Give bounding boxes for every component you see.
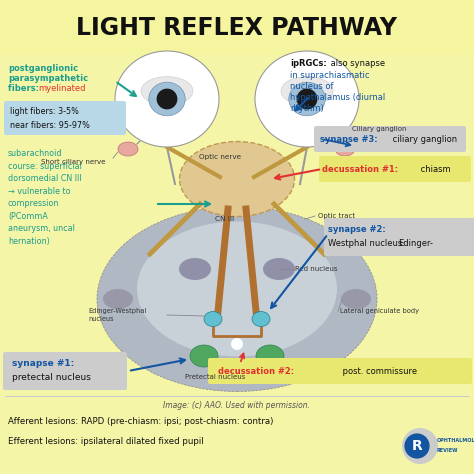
Text: hypothalamus (diurnal: hypothalamus (diurnal (290, 93, 385, 102)
Text: Image: (c) AAO. Used with permission.: Image: (c) AAO. Used with permission. (164, 401, 310, 410)
Text: Lateral geniculate body: Lateral geniculate body (340, 308, 419, 314)
Text: LIGHT REFLEX PATHWAY: LIGHT REFLEX PATHWAY (76, 16, 398, 40)
Ellipse shape (289, 82, 325, 116)
Bar (0, 0, 474, 55)
Ellipse shape (255, 51, 359, 147)
FancyBboxPatch shape (324, 218, 474, 256)
Text: postganglionic: postganglionic (8, 64, 78, 73)
Text: Efferent lesions: ipsilateral dilated fixed pupil: Efferent lesions: ipsilateral dilated fi… (8, 437, 204, 446)
Text: nucleus of: nucleus of (290, 82, 334, 91)
Ellipse shape (335, 142, 355, 156)
Text: decussation #1:: decussation #1: (322, 164, 398, 173)
Ellipse shape (341, 289, 371, 309)
Text: in suprachiasmatic: in suprachiasmatic (290, 71, 370, 80)
Text: R: R (411, 439, 422, 453)
Text: Afferent lesions: RAPD (pre-chiasm: ipsi; post-chiasm: contra): Afferent lesions: RAPD (pre-chiasm: ipsi… (8, 418, 273, 427)
FancyBboxPatch shape (4, 101, 126, 135)
FancyBboxPatch shape (314, 126, 466, 152)
Ellipse shape (141, 77, 193, 105)
Ellipse shape (137, 221, 337, 356)
Text: post. commissure: post. commissure (340, 366, 417, 375)
Text: Edinger-Westphal: Edinger-Westphal (88, 308, 146, 314)
Text: subarachnoid
course: superficial
dorsomedial CN III
→ vulnerable to
compression
: subarachnoid course: superficial dorsome… (8, 149, 82, 246)
Ellipse shape (263, 258, 295, 280)
Text: synapse #1:: synapse #1: (12, 358, 74, 367)
Ellipse shape (281, 77, 333, 105)
Ellipse shape (204, 311, 222, 327)
Text: chiasm: chiasm (418, 164, 451, 173)
Text: fibers:: fibers: (8, 84, 42, 93)
Ellipse shape (115, 51, 219, 147)
Ellipse shape (149, 82, 185, 116)
Text: OPHTHALMOLOGY: OPHTHALMOLOGY (437, 438, 474, 443)
Text: near fibers: 95-97%: near fibers: 95-97% (10, 120, 90, 129)
Ellipse shape (180, 142, 294, 217)
Text: ciliary ganglion: ciliary ganglion (390, 135, 457, 144)
Circle shape (231, 338, 243, 350)
Text: Optic nerve: Optic nerve (199, 154, 241, 160)
Circle shape (297, 89, 318, 109)
FancyBboxPatch shape (3, 352, 127, 390)
Text: Short ciliary nerve: Short ciliary nerve (41, 159, 105, 165)
Text: parasympathetic: parasympathetic (8, 74, 88, 83)
Ellipse shape (190, 345, 218, 367)
Text: also synapse: also synapse (328, 59, 385, 68)
Ellipse shape (256, 345, 284, 367)
Text: decussation #2:: decussation #2: (218, 366, 294, 375)
Text: Westphal nucleus: Westphal nucleus (328, 238, 402, 247)
Circle shape (156, 89, 177, 109)
Text: rhythm): rhythm) (290, 104, 324, 113)
Text: Ciliary ganglion: Ciliary ganglion (352, 126, 407, 132)
Text: synapse #3:: synapse #3: (320, 135, 378, 144)
Text: light fibers: 3-5%: light fibers: 3-5% (10, 107, 79, 116)
Ellipse shape (118, 142, 138, 156)
Text: nucleus: nucleus (88, 316, 114, 322)
Text: Optic tract: Optic tract (318, 213, 355, 219)
Text: myelinated: myelinated (38, 84, 85, 93)
Circle shape (404, 433, 429, 459)
Text: pretectal nucleus: pretectal nucleus (12, 373, 91, 382)
Text: synapse #2:: synapse #2: (328, 225, 386, 234)
Text: CN III: CN III (215, 216, 234, 222)
Circle shape (402, 428, 438, 464)
Text: ipRGCs:: ipRGCs: (290, 59, 327, 68)
Text: REVIEW: REVIEW (437, 447, 458, 453)
Bar (0, 396, 474, 474)
Text: Pretectal nucleus: Pretectal nucleus (185, 374, 246, 380)
Ellipse shape (97, 207, 377, 392)
Ellipse shape (103, 289, 133, 309)
Text: Red nucleus: Red nucleus (295, 266, 337, 272)
FancyBboxPatch shape (208, 358, 472, 384)
Ellipse shape (179, 258, 211, 280)
FancyBboxPatch shape (319, 156, 471, 182)
Text: Edinger-: Edinger- (398, 238, 433, 247)
Ellipse shape (252, 311, 270, 327)
